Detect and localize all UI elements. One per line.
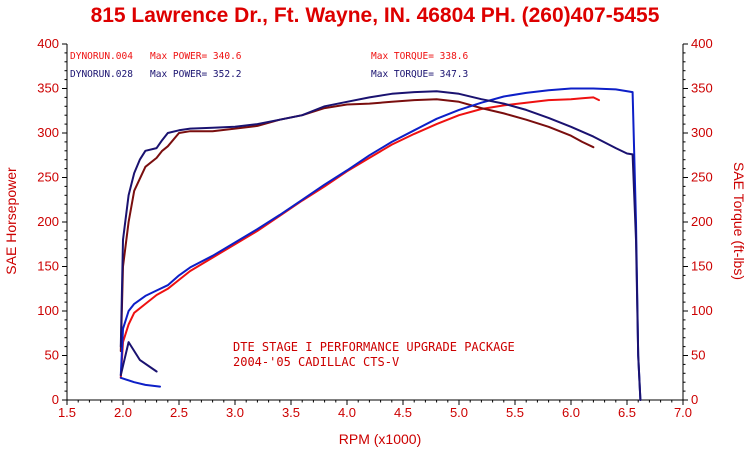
x-tick-label: 4.0 [338,405,356,420]
y-left-tick-label: 200 [37,214,59,229]
x-axis-ticks: 1.5 2.0 2.5 3.0 3.5 4.0 4.5 5.0 5.5 6.0 6.5 7.0 [58,400,692,420]
legend-run2-max-power: Max POWER= 352.2 [150,69,242,80]
y-left-tick-label: 50 [45,348,59,363]
y-left-tick-label: 150 [37,259,59,274]
y-right-tick-label: 300 [691,125,713,140]
y-right-tick-label: 150 [691,259,713,274]
series-lines [119,87,642,401]
y-right-tick-label: 250 [691,170,713,185]
y-axis-left-ticks: 0 50 100 150 200 250 300 350 400 [37,36,67,407]
legend-run2-max-torque: Max TORQUE= 347.3 [371,69,468,80]
annotation-line-1: DTE STAGE I PERFORMANCE UPGRADE PACKAGE [233,340,515,354]
x-tick-label: 5.5 [506,405,524,420]
legend-run1-max-power: Max POWER= 340.6 [150,51,242,62]
series-run1-torque [119,98,595,353]
series-run2-power-rundown [119,376,161,388]
series-run2-torque [119,90,642,401]
x-tick-label: 2.5 [170,405,188,420]
x-tick-label: 5.0 [450,405,468,420]
x-tick-label: 6.5 [618,405,636,420]
x-tick-label: 3.0 [226,405,244,420]
x-tick-label: 6.0 [562,405,580,420]
y-right-tick-label: 0 [691,392,698,407]
x-tick-label: 2.0 [114,405,132,420]
y-axis-left-label: SAE Horsepower [3,167,19,275]
y-right-tick-label: 200 [691,214,713,229]
y-left-tick-label: 100 [37,303,59,318]
x-tick-label: 3.5 [282,405,300,420]
x-axis-label: RPM (x1000) [339,431,421,447]
series-run1-power-rundown [119,341,158,377]
y-left-tick-label: 400 [37,36,59,51]
y-axis-right-ticks: 0 50 100 150 200 250 300 350 400 [683,36,713,407]
legend-run1-name: DYNORUN.004 [70,51,133,62]
y-right-tick-label: 350 [691,81,713,96]
chart-title: 815 Lawrence Dr., Ft. Wayne, IN. 46804 P… [91,4,660,27]
x-tick-label: 7.0 [674,405,692,420]
y-axis-right-label: SAE Torque (ft-lbs) [731,162,747,280]
annotation-line-2: 2004-'05 CADILLAC CTS-V [233,355,399,369]
y-right-tick-label: 50 [691,348,705,363]
x-tick-label: 4.5 [394,405,412,420]
y-right-tick-label: 100 [691,303,713,318]
y-left-tick-label: 300 [37,125,59,140]
series-run2-power [119,87,642,401]
x-tick-label: 1.5 [58,405,76,420]
series-run1-power [119,96,600,379]
legend-run1-max-torque: Max TORQUE= 338.6 [371,51,469,62]
y-left-tick-label: 0 [52,392,59,407]
legend-run2-name: DYNORUN.028 [70,69,133,80]
y-left-tick-label: 250 [37,170,59,185]
y-left-tick-label: 350 [37,81,59,96]
y-right-tick-label: 400 [691,36,713,51]
